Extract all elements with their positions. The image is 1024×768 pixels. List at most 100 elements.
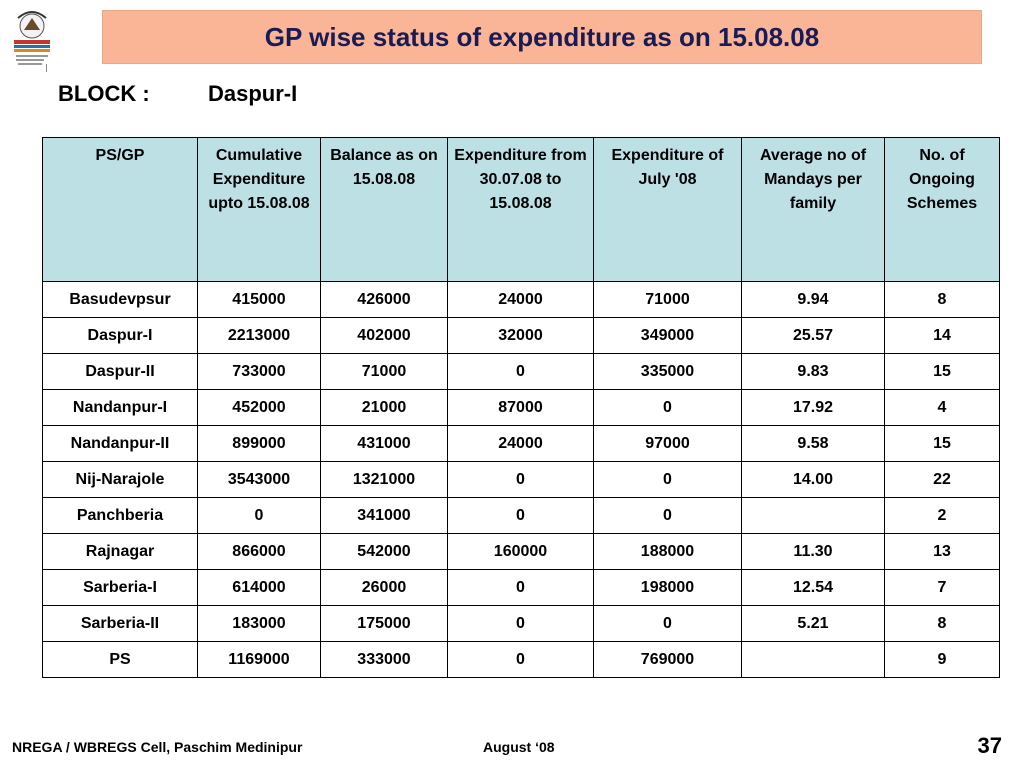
cell-gp-name: Daspur-I [42, 317, 198, 354]
cell-gp-name: Basudevpsur [42, 281, 198, 318]
page-number: 37 [977, 733, 1002, 758]
column-header-cumulative-expenditure: Cumulative Expenditure upto 15.08.08 [197, 137, 321, 282]
cell-average-mandays: 9.94 [741, 281, 885, 318]
block-info: BLOCK : Daspur-I [58, 81, 297, 107]
table-row: Sarberia-I 614000 26000 0 198000 12.54 7 [42, 569, 1000, 606]
cell-gp-name: PS [42, 641, 198, 678]
cell-cumulative-expenditure: 614000 [197, 569, 321, 606]
footer-date: August ‘08 [483, 739, 555, 755]
cell-cumulative-expenditure: 415000 [197, 281, 321, 318]
cell-balance: 542000 [320, 533, 448, 570]
column-header-ongoing-schemes: No. of Ongoing Schemes [884, 137, 1000, 282]
cell-expenditure-july: 188000 [593, 533, 742, 570]
column-header-average-mandays: Average no of Mandays per family [741, 137, 885, 282]
cell-average-mandays: 25.57 [741, 317, 885, 354]
cell-balance: 26000 [320, 569, 448, 606]
cell-expenditure-period: 0 [447, 641, 594, 678]
cell-balance: 21000 [320, 389, 448, 426]
cell-balance: 1321000 [320, 461, 448, 498]
cell-expenditure-july: 198000 [593, 569, 742, 606]
cell-gp-name: Sarberia-II [42, 605, 198, 642]
cell-ongoing-schemes: 8 [884, 281, 1000, 318]
nrega-logo-icon [4, 6, 60, 68]
cell-ongoing-schemes: 22 [884, 461, 1000, 498]
table-row: Nandanpur-I 452000 21000 87000 0 17.92 4 [42, 389, 1000, 426]
cell-average-mandays [741, 641, 885, 678]
table-row: Panchberia 0 341000 0 0 2 [42, 497, 1000, 534]
cell-ongoing-schemes: 14 [884, 317, 1000, 354]
column-header-balance: Balance as on 15.08.08 [320, 137, 448, 282]
cell-gp-name: Nandanpur-I [42, 389, 198, 426]
cell-expenditure-july: 0 [593, 605, 742, 642]
cell-ongoing-schemes: 13 [884, 533, 1000, 570]
cell-cumulative-expenditure: 733000 [197, 353, 321, 390]
cell-expenditure-period: 24000 [447, 281, 594, 318]
cell-cumulative-expenditure: 866000 [197, 533, 321, 570]
cell-expenditure-july: 769000 [593, 641, 742, 678]
cell-expenditure-july: 349000 [593, 317, 742, 354]
cell-ongoing-schemes: 2 [884, 497, 1000, 534]
cell-ongoing-schemes: 15 [884, 425, 1000, 462]
column-header-expenditure-july: Expenditure of July '08 [593, 137, 742, 282]
cell-ongoing-schemes: 9 [884, 641, 1000, 678]
cell-average-mandays: 17.92 [741, 389, 885, 426]
cell-gp-name: Daspur-II [42, 353, 198, 390]
divider [46, 64, 47, 72]
cell-gp-name: Nandanpur-II [42, 425, 198, 462]
cell-average-mandays: 14.00 [741, 461, 885, 498]
table-row: Rajnagar 866000 542000 160000 188000 11.30 13 [42, 533, 1000, 570]
cell-expenditure-period: 0 [447, 605, 594, 642]
cell-expenditure-period: 32000 [447, 317, 594, 354]
cell-expenditure-july: 0 [593, 461, 742, 498]
cell-cumulative-expenditure: 452000 [197, 389, 321, 426]
cell-average-mandays: 12.54 [741, 569, 885, 606]
cell-balance: 426000 [320, 281, 448, 318]
cell-expenditure-period: 160000 [447, 533, 594, 570]
cell-expenditure-period: 0 [447, 353, 594, 390]
cell-balance: 431000 [320, 425, 448, 462]
cell-cumulative-expenditure: 0 [197, 497, 321, 534]
expenditure-table: PS/GP Cumulative Expenditure upto 15.08.… [42, 137, 1000, 678]
cell-average-mandays [741, 497, 885, 534]
cell-expenditure-july: 335000 [593, 353, 742, 390]
cell-ongoing-schemes: 8 [884, 605, 1000, 642]
cell-balance: 175000 [320, 605, 448, 642]
cell-cumulative-expenditure: 899000 [197, 425, 321, 462]
cell-cumulative-expenditure: 1169000 [197, 641, 321, 678]
slide-title: GP wise status of expenditure as on 15.0… [102, 10, 982, 64]
cell-balance: 333000 [320, 641, 448, 678]
cell-average-mandays: 11.30 [741, 533, 885, 570]
table-header-row: PS/GP Cumulative Expenditure upto 15.08.… [42, 137, 1000, 282]
cell-gp-name: Sarberia-I [42, 569, 198, 606]
block-value: Daspur-I [208, 81, 298, 106]
column-header-ps-gp: PS/GP [42, 137, 198, 282]
cell-gp-name: Panchberia [42, 497, 198, 534]
cell-average-mandays: 5.21 [741, 605, 885, 642]
cell-ongoing-schemes: 15 [884, 353, 1000, 390]
cell-balance: 71000 [320, 353, 448, 390]
cell-expenditure-period: 0 [447, 569, 594, 606]
cell-average-mandays: 9.83 [741, 353, 885, 390]
cell-ongoing-schemes: 7 [884, 569, 1000, 606]
cell-cumulative-expenditure: 3543000 [197, 461, 321, 498]
cell-expenditure-period: 24000 [447, 425, 594, 462]
table-row: Nij-Narajole 3543000 1321000 0 0 14.00 22 [42, 461, 1000, 498]
cell-expenditure-period: 87000 [447, 389, 594, 426]
table-row: Daspur-II 733000 71000 0 335000 9.83 15 [42, 353, 1000, 390]
cell-ongoing-schemes: 4 [884, 389, 1000, 426]
cell-gp-name: Rajnagar [42, 533, 198, 570]
cell-expenditure-period: 0 [447, 497, 594, 534]
cell-expenditure-july: 97000 [593, 425, 742, 462]
cell-expenditure-july: 71000 [593, 281, 742, 318]
cell-expenditure-july: 0 [593, 389, 742, 426]
table-row: Nandanpur-II 899000 431000 24000 97000 9.58 15 [42, 425, 1000, 462]
footer-org: NREGA / WBREGS Cell, Paschim Medinipur [12, 739, 303, 755]
cell-balance: 402000 [320, 317, 448, 354]
cell-balance: 341000 [320, 497, 448, 534]
cell-average-mandays: 9.58 [741, 425, 885, 462]
cell-expenditure-july: 0 [593, 497, 742, 534]
table-row: PS 1169000 333000 0 769000 9 [42, 641, 1000, 678]
table-row: Basudevpsur 415000 426000 24000 71000 9.94 8 [42, 281, 1000, 318]
cell-cumulative-expenditure: 2213000 [197, 317, 321, 354]
table-row: Sarberia-II 183000 175000 0 0 5.21 8 [42, 605, 1000, 642]
